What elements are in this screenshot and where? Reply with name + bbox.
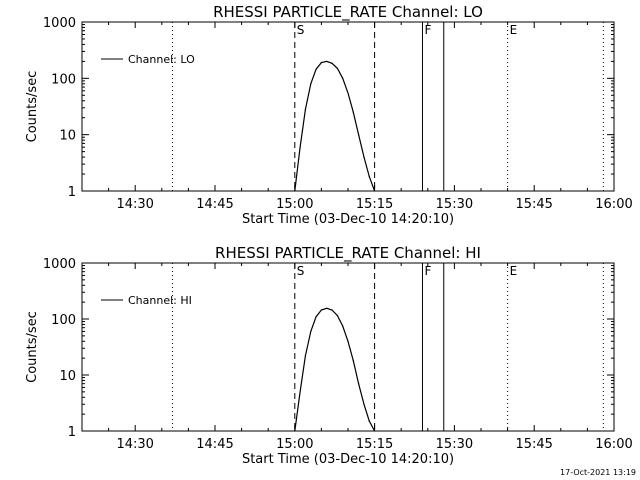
data-point (363, 156, 365, 158)
x-axis-label: Start Time (03-Dec-10 14:20:10) (242, 212, 454, 227)
y-tick-label: 10 (59, 129, 76, 144)
y-axis-label: Counts/sec (25, 311, 40, 383)
event-marker-label: F (424, 23, 431, 37)
data-point (347, 92, 349, 94)
x-tick-label: 15:45 (515, 197, 552, 212)
legend-label: Channel: HI (128, 294, 192, 307)
data-point (352, 360, 354, 362)
event-marker-label: F (424, 264, 431, 278)
x-tick-label: 15:30 (436, 437, 473, 452)
data-point (331, 309, 333, 311)
y-axis-label: Counts/sec (25, 71, 40, 143)
x-tick-label: 14:30 (116, 197, 153, 212)
y-tick-label: 1 (68, 185, 76, 200)
y-tick-label: 100 (51, 313, 76, 328)
x-tick-label: 15:00 (276, 197, 313, 212)
x-tick-label: 15:30 (436, 197, 473, 212)
chart-title: RHESSI PARTICLE_RATE Channel: HI (215, 244, 481, 263)
data-point (320, 309, 322, 311)
data-point (368, 420, 370, 422)
x-tick-label: 15:45 (515, 437, 552, 452)
plot-timestamp: 17-Oct-2021 13:19 (560, 468, 636, 477)
data-point (315, 316, 317, 318)
y-tick-label: 10 (59, 369, 76, 384)
series-line (294, 60, 376, 192)
series-line (294, 307, 376, 432)
x-tick-label: 15:15 (356, 437, 393, 452)
data-point (342, 325, 344, 327)
y-tick-label: 1000 (43, 16, 76, 31)
data-point (310, 83, 312, 85)
event-marker-label: S (297, 264, 305, 278)
event-marker-label: S (297, 23, 305, 37)
chart-title: RHESSI PARTICLE_RATE Channel: LO (213, 3, 483, 22)
legend-label: Channel: LO (128, 53, 195, 66)
data-point (315, 68, 317, 70)
data-point (358, 383, 360, 385)
chart-panel-1: RHESSI PARTICLE_RATE Channel: LO Start Ti… (25, 3, 633, 227)
data-point (299, 146, 301, 148)
y-tick-label: 100 (51, 72, 76, 87)
x-tick-label: 16:00 (595, 437, 632, 452)
x-tick-label: 14:45 (196, 197, 233, 212)
y-tick-label: 1 (68, 425, 76, 440)
data-point (331, 62, 333, 64)
data-point (299, 391, 301, 393)
event-marker-label: E (510, 264, 518, 278)
data-point (352, 111, 354, 113)
x-tick-label: 14:45 (196, 437, 233, 452)
plot-frame (81, 262, 615, 432)
x-tick-label: 15:00 (276, 437, 313, 452)
data-point (326, 307, 328, 309)
data-point (326, 60, 328, 62)
x-tick-label: 16:00 (595, 197, 632, 212)
chart-panel-2: RHESSI PARTICLE_RATE Channel: HI Start Ti… (25, 244, 633, 467)
data-point (310, 330, 312, 333)
event-marker-label: E (510, 23, 518, 37)
data-point (368, 176, 370, 178)
x-axis-label: Start Time (03-Dec-10 14:20:10) (242, 452, 454, 467)
data-point (336, 67, 338, 70)
data-point (294, 190, 296, 192)
data-point (374, 430, 376, 432)
data-point (342, 77, 344, 79)
data-point (358, 134, 360, 136)
data-point (304, 108, 307, 111)
plot-frame (81, 21, 615, 192)
data-point (320, 62, 322, 64)
x-tick-label: 14:30 (116, 437, 153, 452)
data-point (294, 430, 296, 432)
data-point (304, 355, 307, 357)
data-point (374, 190, 376, 192)
y-tick-label: 1000 (43, 257, 76, 272)
data-point (347, 340, 349, 342)
x-tick-label: 15:15 (356, 197, 393, 212)
data-point (363, 403, 365, 405)
data-point (336, 315, 338, 317)
